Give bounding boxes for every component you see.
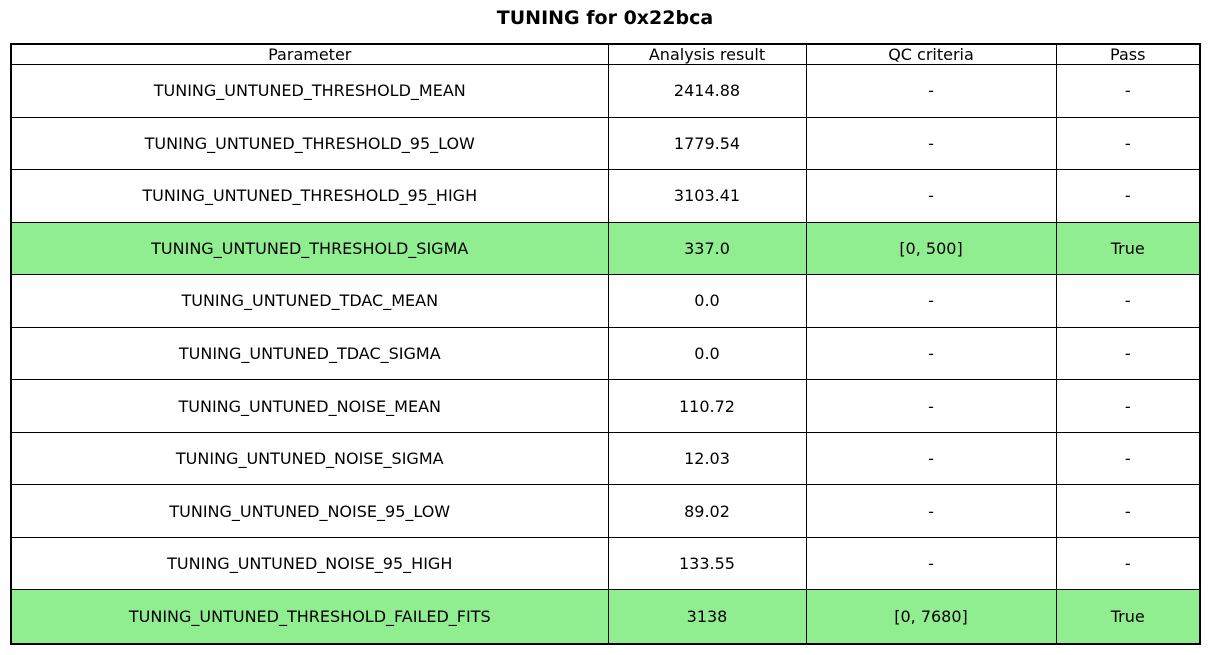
param-cell: TUNING_UNTUNED_THRESHOLD_SIGMA (10, 221, 609, 276)
param-cell: TUNING_UNTUNED_THRESHOLD_MEAN (10, 64, 609, 118)
table-row: TUNING_UNTUNED_TDAC_SIGMA 0.0 - - (10, 326, 1201, 381)
qc-table: Parameter Analysis result QC criteria Pa… (10, 43, 1201, 645)
param-cell: TUNING_UNTUNED_THRESHOLD_FAILED_FITS (10, 589, 609, 645)
criteria-cell: - (805, 169, 1057, 223)
table-row: TUNING_UNTUNED_THRESHOLD_SIGMA 337.0 [0,… (10, 221, 1201, 276)
result-cell: 3138 (607, 589, 807, 645)
criteria-cell: - (805, 536, 1057, 591)
result-cell: 110.72 (607, 379, 807, 433)
pass-cell: - (1055, 169, 1201, 223)
table-row: TUNING_UNTUNED_NOISE_MEAN 110.72 - - (10, 379, 1201, 433)
result-cell: 0.0 (607, 274, 807, 328)
param-cell: TUNING_UNTUNED_NOISE_95_HIGH (10, 536, 609, 591)
param-cell: TUNING_UNTUNED_THRESHOLD_95_LOW (10, 116, 609, 171)
figure-title: TUNING for 0x22bca (496, 7, 714, 29)
result-cell: 2414.88 (607, 64, 807, 118)
pass-cell: True (1055, 589, 1201, 645)
pass-cell: - (1055, 484, 1201, 538)
table-row: TUNING_UNTUNED_THRESHOLD_95_LOW 1779.54 … (10, 116, 1201, 171)
column-header-pass: Pass (1055, 43, 1201, 65)
pass-cell: - (1055, 64, 1201, 118)
table-row: TUNING_UNTUNED_NOISE_95_HIGH 133.55 - - (10, 536, 1201, 591)
result-cell: 1779.54 (607, 116, 807, 171)
criteria-cell: [0, 500] (805, 221, 1057, 276)
criteria-cell: - (805, 484, 1057, 538)
criteria-cell: - (805, 431, 1057, 486)
column-header-parameter: Parameter (10, 43, 609, 65)
table-row: TUNING_UNTUNED_THRESHOLD_MEAN 2414.88 - … (10, 64, 1201, 118)
column-header-analysis-result: Analysis result (607, 43, 807, 65)
criteria-cell: - (805, 116, 1057, 171)
table-row: TUNING_UNTUNED_NOISE_95_LOW 89.02 - - (10, 484, 1201, 538)
pass-cell: - (1055, 326, 1201, 381)
param-cell: TUNING_UNTUNED_TDAC_SIGMA (10, 326, 609, 381)
param-cell: TUNING_UNTUNED_TDAC_MEAN (10, 274, 609, 328)
column-header-qc-criteria: QC criteria (805, 43, 1057, 65)
table-row: TUNING_UNTUNED_THRESHOLD_95_HIGH 3103.41… (10, 169, 1201, 223)
pass-cell: - (1055, 379, 1201, 433)
table-row: TUNING_UNTUNED_THRESHOLD_FAILED_FITS 313… (10, 589, 1201, 645)
result-cell: 12.03 (607, 431, 807, 486)
param-cell: TUNING_UNTUNED_NOISE_MEAN (10, 379, 609, 433)
param-cell: TUNING_UNTUNED_THRESHOLD_95_HIGH (10, 169, 609, 223)
pass-cell: - (1055, 274, 1201, 328)
result-cell: 337.0 (607, 221, 807, 276)
result-cell: 0.0 (607, 326, 807, 381)
criteria-cell: - (805, 64, 1057, 118)
table-row: TUNING_UNTUNED_NOISE_SIGMA 12.03 - - (10, 431, 1201, 486)
criteria-cell: - (805, 274, 1057, 328)
result-cell: 3103.41 (607, 169, 807, 223)
pass-cell: - (1055, 116, 1201, 171)
result-cell: 133.55 (607, 536, 807, 591)
result-cell: 89.02 (607, 484, 807, 538)
pass-cell: - (1055, 536, 1201, 591)
table-row: TUNING_UNTUNED_TDAC_MEAN 0.0 - - (10, 274, 1201, 328)
criteria-cell: [0, 7680] (805, 589, 1057, 645)
criteria-cell: - (805, 379, 1057, 433)
pass-cell: - (1055, 431, 1201, 486)
param-cell: TUNING_UNTUNED_NOISE_SIGMA (10, 431, 609, 486)
header-row: Parameter Analysis result QC criteria Pa… (10, 43, 1201, 65)
pass-cell: True (1055, 221, 1201, 276)
param-cell: TUNING_UNTUNED_NOISE_95_LOW (10, 484, 609, 538)
criteria-cell: - (805, 326, 1057, 381)
